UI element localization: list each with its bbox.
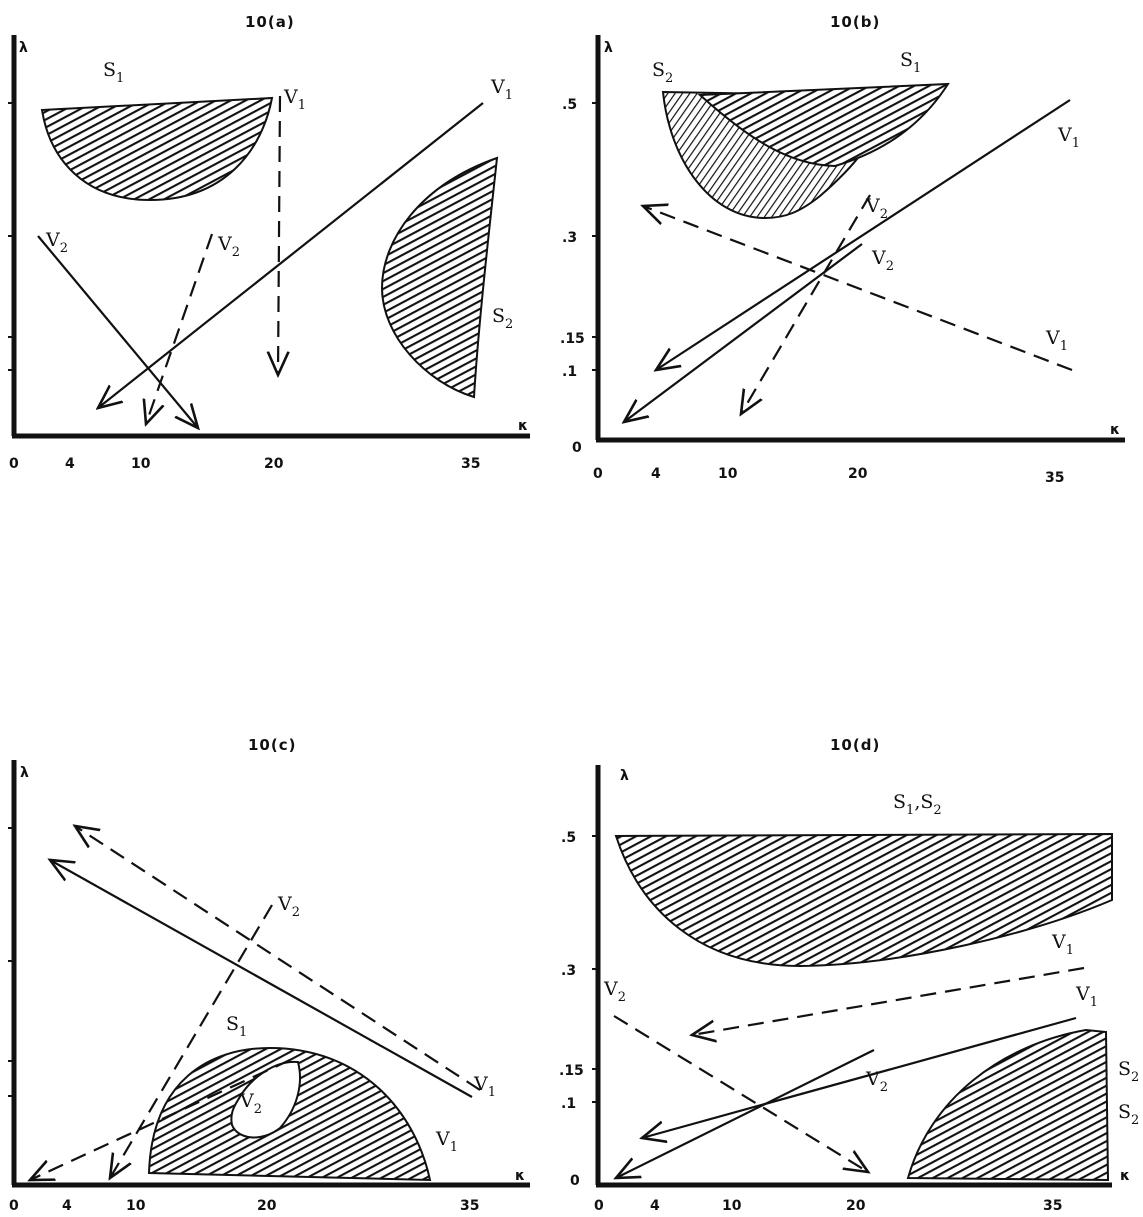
panel-b-x-tick-0: 0 xyxy=(593,466,603,482)
panel-d-x-axis-label: κ xyxy=(1120,1168,1130,1184)
panel-d-label-v2-solid: V2 xyxy=(865,1068,888,1095)
panel-a-v2-solid-trajectory xyxy=(37,235,198,428)
panel-b-y-tick-3: .1 xyxy=(562,364,577,380)
panel-d-label-s2-upper: S2 xyxy=(1118,1058,1139,1085)
panel-d: 10(d) λ κ .5 .3 .15 .1 0 0 4 10 20 35 S1… xyxy=(559,736,1139,1214)
panel-d-label-s2-lower: S2 xyxy=(1118,1101,1139,1128)
panel-d-x-tick-4: 35 xyxy=(1043,1198,1062,1214)
panel-c-v2-dashed-trajectory xyxy=(110,904,273,1178)
panel-b-x-axis-label: κ xyxy=(1110,422,1120,438)
panel-b-x-tick-4: 35 xyxy=(1045,470,1064,486)
panel-c-label-v1-dashed: V1 xyxy=(473,1073,496,1100)
panel-d-x-tick-1: 4 xyxy=(650,1198,660,1214)
panel-d-y-axis-label: λ xyxy=(620,768,629,784)
panel-d-region-s2 xyxy=(906,1028,1110,1182)
panel-b-v1-dashed-trajectory xyxy=(643,206,1073,372)
panel-b-v2-dashed-trajectory xyxy=(741,194,871,414)
panel-a-label-s2: S2 xyxy=(492,305,513,332)
panel-d-y-tick-3: .1 xyxy=(561,1096,576,1112)
panel-b-region-s1 xyxy=(697,82,950,168)
panel-b-x-tick-2: 10 xyxy=(718,466,738,482)
panel-b-label-v2-dashed: V2 xyxy=(865,195,888,222)
panel-b-label-v2-solid: V2 xyxy=(871,247,894,274)
panel-d-y-tick-0: .5 xyxy=(561,830,576,846)
panel-b-y-tick-2: .15 xyxy=(560,331,585,347)
panel-d-v1-solid-trajectory xyxy=(642,1016,1077,1138)
panel-a-label-s1: S1 xyxy=(103,59,124,86)
panel-a-region-s2 xyxy=(380,156,499,399)
panel-c-title: 10(c) xyxy=(248,736,296,754)
panel-a-v2-dashed-trajectory xyxy=(146,233,214,424)
panel-d-y-tick-2: .15 xyxy=(559,1063,584,1079)
panel-c-x-tick-3: 20 xyxy=(257,1198,277,1214)
panel-a-x-tick-1: 4 xyxy=(65,456,75,472)
panel-b-y-axis-label: λ xyxy=(604,40,613,56)
panel-a-v1-dashed-trajectory xyxy=(278,95,280,375)
panel-c-v1-solid-trajectory xyxy=(50,860,473,1098)
panel-b: 10(b) λ κ .5 .3 .15 .1 0 0 4 10 20 35 S2… xyxy=(560,13,1125,486)
panel-d-title: 10(d) xyxy=(830,736,880,754)
panel-a-x-tick-2: 10 xyxy=(131,456,151,472)
panel-d-x-tick-0: 0 xyxy=(594,1198,604,1214)
panel-a-x-axis-label: κ xyxy=(518,418,528,434)
panel-d-label-s1-s2: S1,S2 xyxy=(893,791,942,818)
panel-a-label-v1-dashed: V1 xyxy=(283,86,306,113)
panel-b-y-tick-4: 0 xyxy=(572,440,582,456)
panel-c-label-v2-dashed: V2 xyxy=(277,893,300,920)
panel-c-x-tick-2: 10 xyxy=(126,1198,146,1214)
panel-a-y-axis-label: λ xyxy=(19,40,28,56)
panel-d-label-v1-solid: V1 xyxy=(1075,983,1098,1010)
panel-c-x-tick-4: 35 xyxy=(460,1198,479,1214)
panel-d-v2-solid-trajectory xyxy=(616,1049,875,1178)
panel-d-region-s1-s2 xyxy=(614,832,1113,968)
panel-c-v2-dotted-trajectory xyxy=(30,1059,291,1180)
panel-d-v2-dashed-trajectory xyxy=(613,1015,868,1172)
panel-a-x-tick-3: 20 xyxy=(264,456,284,472)
panel-d-y-tick-4: 0 xyxy=(570,1173,580,1189)
panel-b-y-tick-1: .3 xyxy=(562,230,577,246)
panel-d-y-tick-1: .3 xyxy=(561,963,576,979)
panel-a-label-v2-solid: V2 xyxy=(45,229,68,256)
panel-d-label-v1-dashed: V1 xyxy=(1051,931,1074,958)
panel-a: 10(a) λ κ 0 4 10 20 35 S1 S2 V1 V1 V2 V2 xyxy=(8,13,530,472)
panel-a-x-tick-0: 0 xyxy=(9,456,19,472)
panel-c-x-tick-0: 0 xyxy=(9,1198,19,1214)
panel-b-label-v1-solid: V1 xyxy=(1057,124,1080,151)
panel-a-title: 10(a) xyxy=(245,13,295,31)
panel-b-x-tick-1: 4 xyxy=(651,466,661,482)
panel-c-x-tick-1: 4 xyxy=(62,1198,72,1214)
panel-b-v1-solid-trajectory xyxy=(656,99,1071,370)
panel-c-region-s1 xyxy=(147,1046,432,1182)
panel-d-v1-dashed-trajectory xyxy=(692,966,1085,1035)
panel-b-v2-solid-trajectory xyxy=(624,243,863,422)
panel-c-y-axis-label: λ xyxy=(20,765,29,781)
panel-a-label-v1-solid: V1 xyxy=(490,76,513,103)
panel-b-label-s1: S1 xyxy=(900,49,921,76)
panel-a-x-tick-4: 35 xyxy=(461,456,480,472)
panel-a-region-s1 xyxy=(40,96,274,202)
panel-c-label-s1: S1 xyxy=(226,1013,247,1040)
panel-a-label-v2-dashed: V2 xyxy=(217,233,240,260)
panel-b-title: 10(b) xyxy=(830,13,880,31)
panel-b-label-v1-dashed: V1 xyxy=(1045,327,1068,354)
panel-c-x-axis-label: κ xyxy=(515,1168,525,1184)
panel-d-x-tick-2: 10 xyxy=(722,1198,742,1214)
panel-d-x-tick-3: 20 xyxy=(846,1198,866,1214)
panel-d-label-v2-dashed: V2 xyxy=(603,978,626,1005)
panel-b-label-s2: S2 xyxy=(652,59,673,86)
panel-c-v1-dashed-trajectory xyxy=(75,826,481,1091)
panel-b-x-tick-3: 20 xyxy=(848,466,868,482)
panel-c: 10(c) λ κ 0 4 10 20 35 S1 V1 V1 V2 V2 xyxy=(8,736,530,1214)
panel-a-v1-solid-trajectory xyxy=(98,102,484,408)
panel-c-label-v2-inside: V2 xyxy=(239,1090,262,1117)
panel-c-label-v1-solid: V1 xyxy=(435,1128,458,1155)
panel-b-y-tick-0: .5 xyxy=(562,97,577,113)
